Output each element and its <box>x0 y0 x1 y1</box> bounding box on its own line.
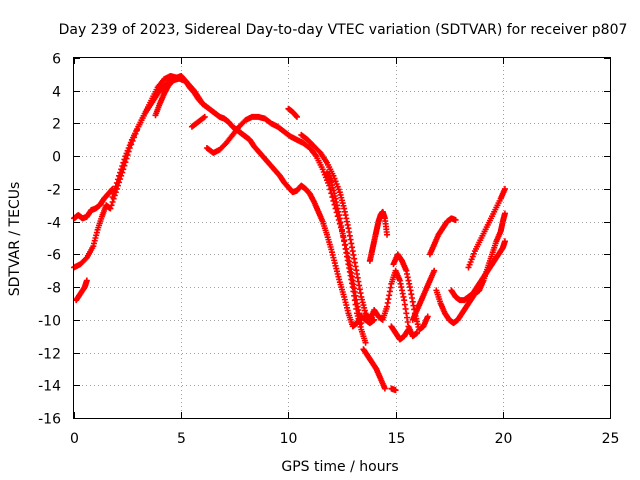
y-tick-label: -2 <box>47 183 61 199</box>
series-marks <box>71 73 206 271</box>
series-s13 <box>388 385 399 394</box>
y-tick-label: -6 <box>47 248 61 264</box>
series-s1 <box>71 185 116 222</box>
series-s16 <box>426 215 459 258</box>
series-s12 <box>360 346 388 392</box>
series-marks <box>298 131 421 340</box>
series-marks <box>323 169 369 346</box>
data-points <box>71 73 508 394</box>
series-s8 <box>285 105 300 120</box>
x-tick-label: 15 <box>388 431 406 447</box>
series-marks <box>152 73 378 330</box>
series-marks <box>388 385 399 394</box>
y-tick-label: -10 <box>38 314 61 330</box>
plot-frame <box>73 57 611 419</box>
series-s3 <box>73 277 90 304</box>
x-tick-label: 5 <box>177 431 186 447</box>
series-s9 <box>298 131 421 340</box>
y-tick-label: 0 <box>52 150 61 166</box>
series-marks <box>409 267 438 323</box>
y-tick-label: -14 <box>38 379 61 395</box>
series-s2 <box>71 73 206 271</box>
y-axis-label: SDTVAR / TECUs <box>7 182 23 297</box>
x-tick-label: 10 <box>280 431 298 447</box>
series-marks <box>188 113 208 130</box>
y-tick-label: -16 <box>38 412 61 428</box>
series-marks <box>360 346 388 392</box>
series-s18 <box>448 238 508 304</box>
series-marks <box>448 238 508 304</box>
x-tick-label: 25 <box>602 431 620 447</box>
x-axis-label: GPS time / hours <box>281 459 398 475</box>
series-s10 <box>323 169 369 346</box>
series-marks <box>366 208 391 264</box>
chart-title: Day 239 of 2023, Sidereal Day-to-day VTE… <box>59 22 628 38</box>
series-s6 <box>188 113 208 130</box>
x-tick-label: 20 <box>495 431 513 447</box>
series-s15 <box>409 267 438 323</box>
series-s5 <box>152 73 378 330</box>
series-marks <box>285 105 300 120</box>
y-tick-label: -4 <box>47 216 61 232</box>
y-tick-label: -12 <box>38 347 61 363</box>
series-s20 <box>388 323 412 343</box>
series-s11 <box>366 208 391 264</box>
y-tick-label: -8 <box>47 281 61 297</box>
y-tick-label: 4 <box>52 85 61 101</box>
y-tick-label: 2 <box>52 117 61 133</box>
series-marks <box>426 215 459 258</box>
x-tick-label: 0 <box>70 431 79 447</box>
series-marks <box>71 185 116 222</box>
series-marks <box>388 323 412 343</box>
y-tick-label: 6 <box>52 52 61 68</box>
axis-ticks: 0 5 10 15 20 25 -16 -14 -12 -10 -8 -6 -4 -2 0 2 4 6 <box>38 52 619 448</box>
series-marks <box>73 277 90 304</box>
series-marks <box>465 185 508 271</box>
series-s19 <box>465 185 508 271</box>
